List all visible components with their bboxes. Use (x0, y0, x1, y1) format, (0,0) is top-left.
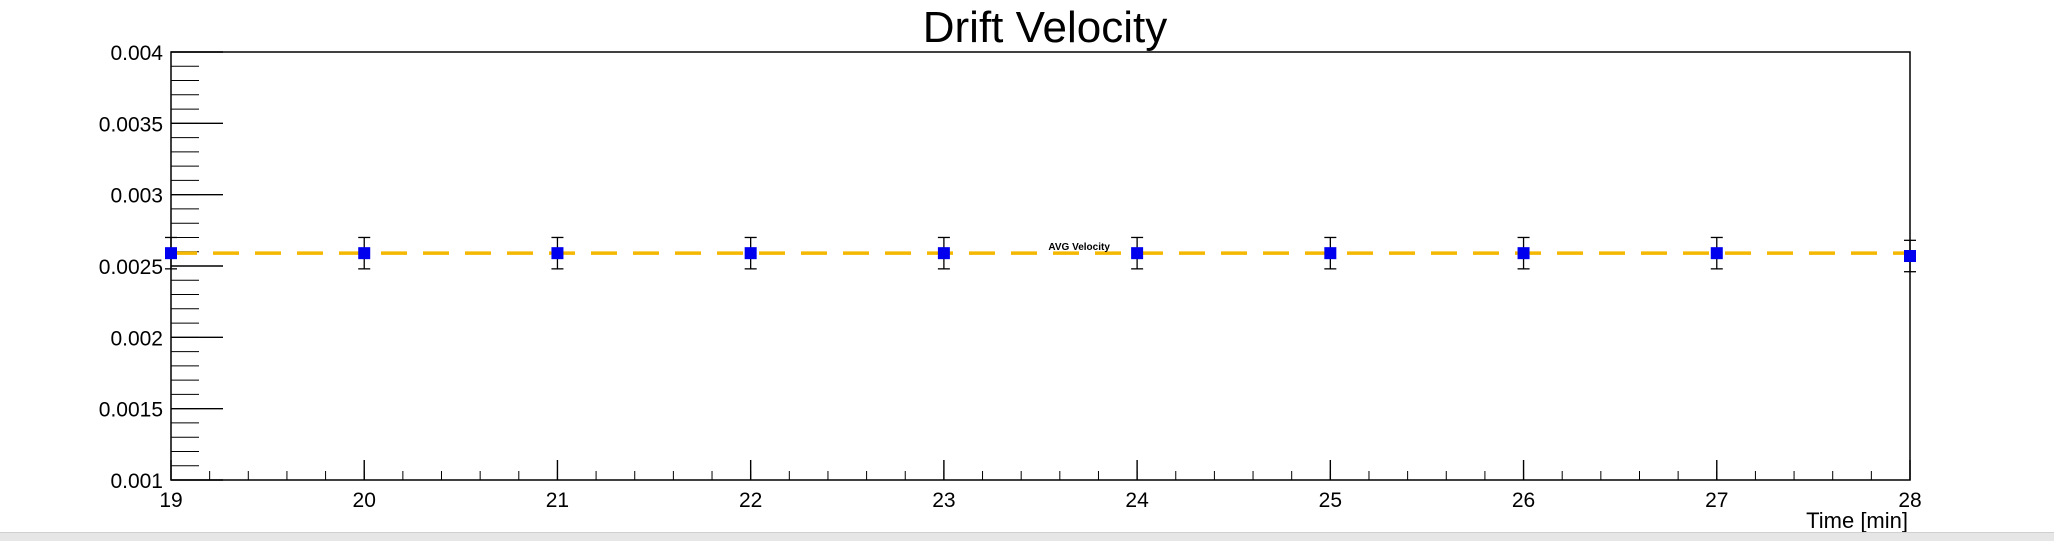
data-point (1131, 247, 1144, 260)
x-tick-label: 20 (353, 489, 376, 512)
x-tick-label: 27 (1705, 489, 1728, 512)
x-tick-label: 24 (1125, 489, 1149, 512)
chart-title: Drift Velocity (923, 3, 1168, 52)
data-point (165, 247, 177, 260)
x-tick-label: 23 (932, 489, 955, 512)
x-axis-label: Time [min] (1806, 508, 1908, 533)
x-tick-label: 28 (1898, 489, 1921, 512)
y-tick-label: 0.0035 (99, 113, 163, 136)
reference-line-layer: AVG Velocity (171, 242, 1910, 255)
plot-frame (170, 51, 1911, 481)
data-point (744, 247, 757, 260)
avg-velocity-label: AVG Velocity (1048, 242, 1110, 253)
y-tick-label: 0.004 (110, 42, 163, 65)
y-tick-label: 0.0015 (99, 399, 163, 422)
data-points-layer (165, 236, 1916, 273)
data-point (358, 247, 371, 260)
x-tick-label: 21 (546, 489, 569, 512)
y-tick-label: 0.002 (110, 327, 163, 350)
y-axis: 0.001 0.0015 0.002 0.0025 0.003 0.0035 0.004 (99, 42, 223, 493)
x-tick-label: 22 (739, 489, 762, 512)
data-point (1517, 247, 1530, 260)
y-tick-label: 0.003 (110, 185, 163, 208)
data-point (1904, 250, 1916, 263)
x-tick-label: 25 (1319, 489, 1342, 512)
y-tick-label: 0.0025 (99, 256, 163, 279)
x-axis: 19 20 21 22 23 24 25 26 27 28 (159, 460, 1922, 512)
data-point (551, 247, 564, 260)
data-point (937, 247, 950, 260)
y-tick-label: 0.001 (110, 470, 163, 493)
x-tick-label: 26 (1512, 489, 1535, 512)
x-tick-label: 19 (159, 489, 182, 512)
data-point (1324, 247, 1337, 260)
window-bottom-bar (0, 532, 2054, 541)
data-point (1710, 247, 1723, 260)
